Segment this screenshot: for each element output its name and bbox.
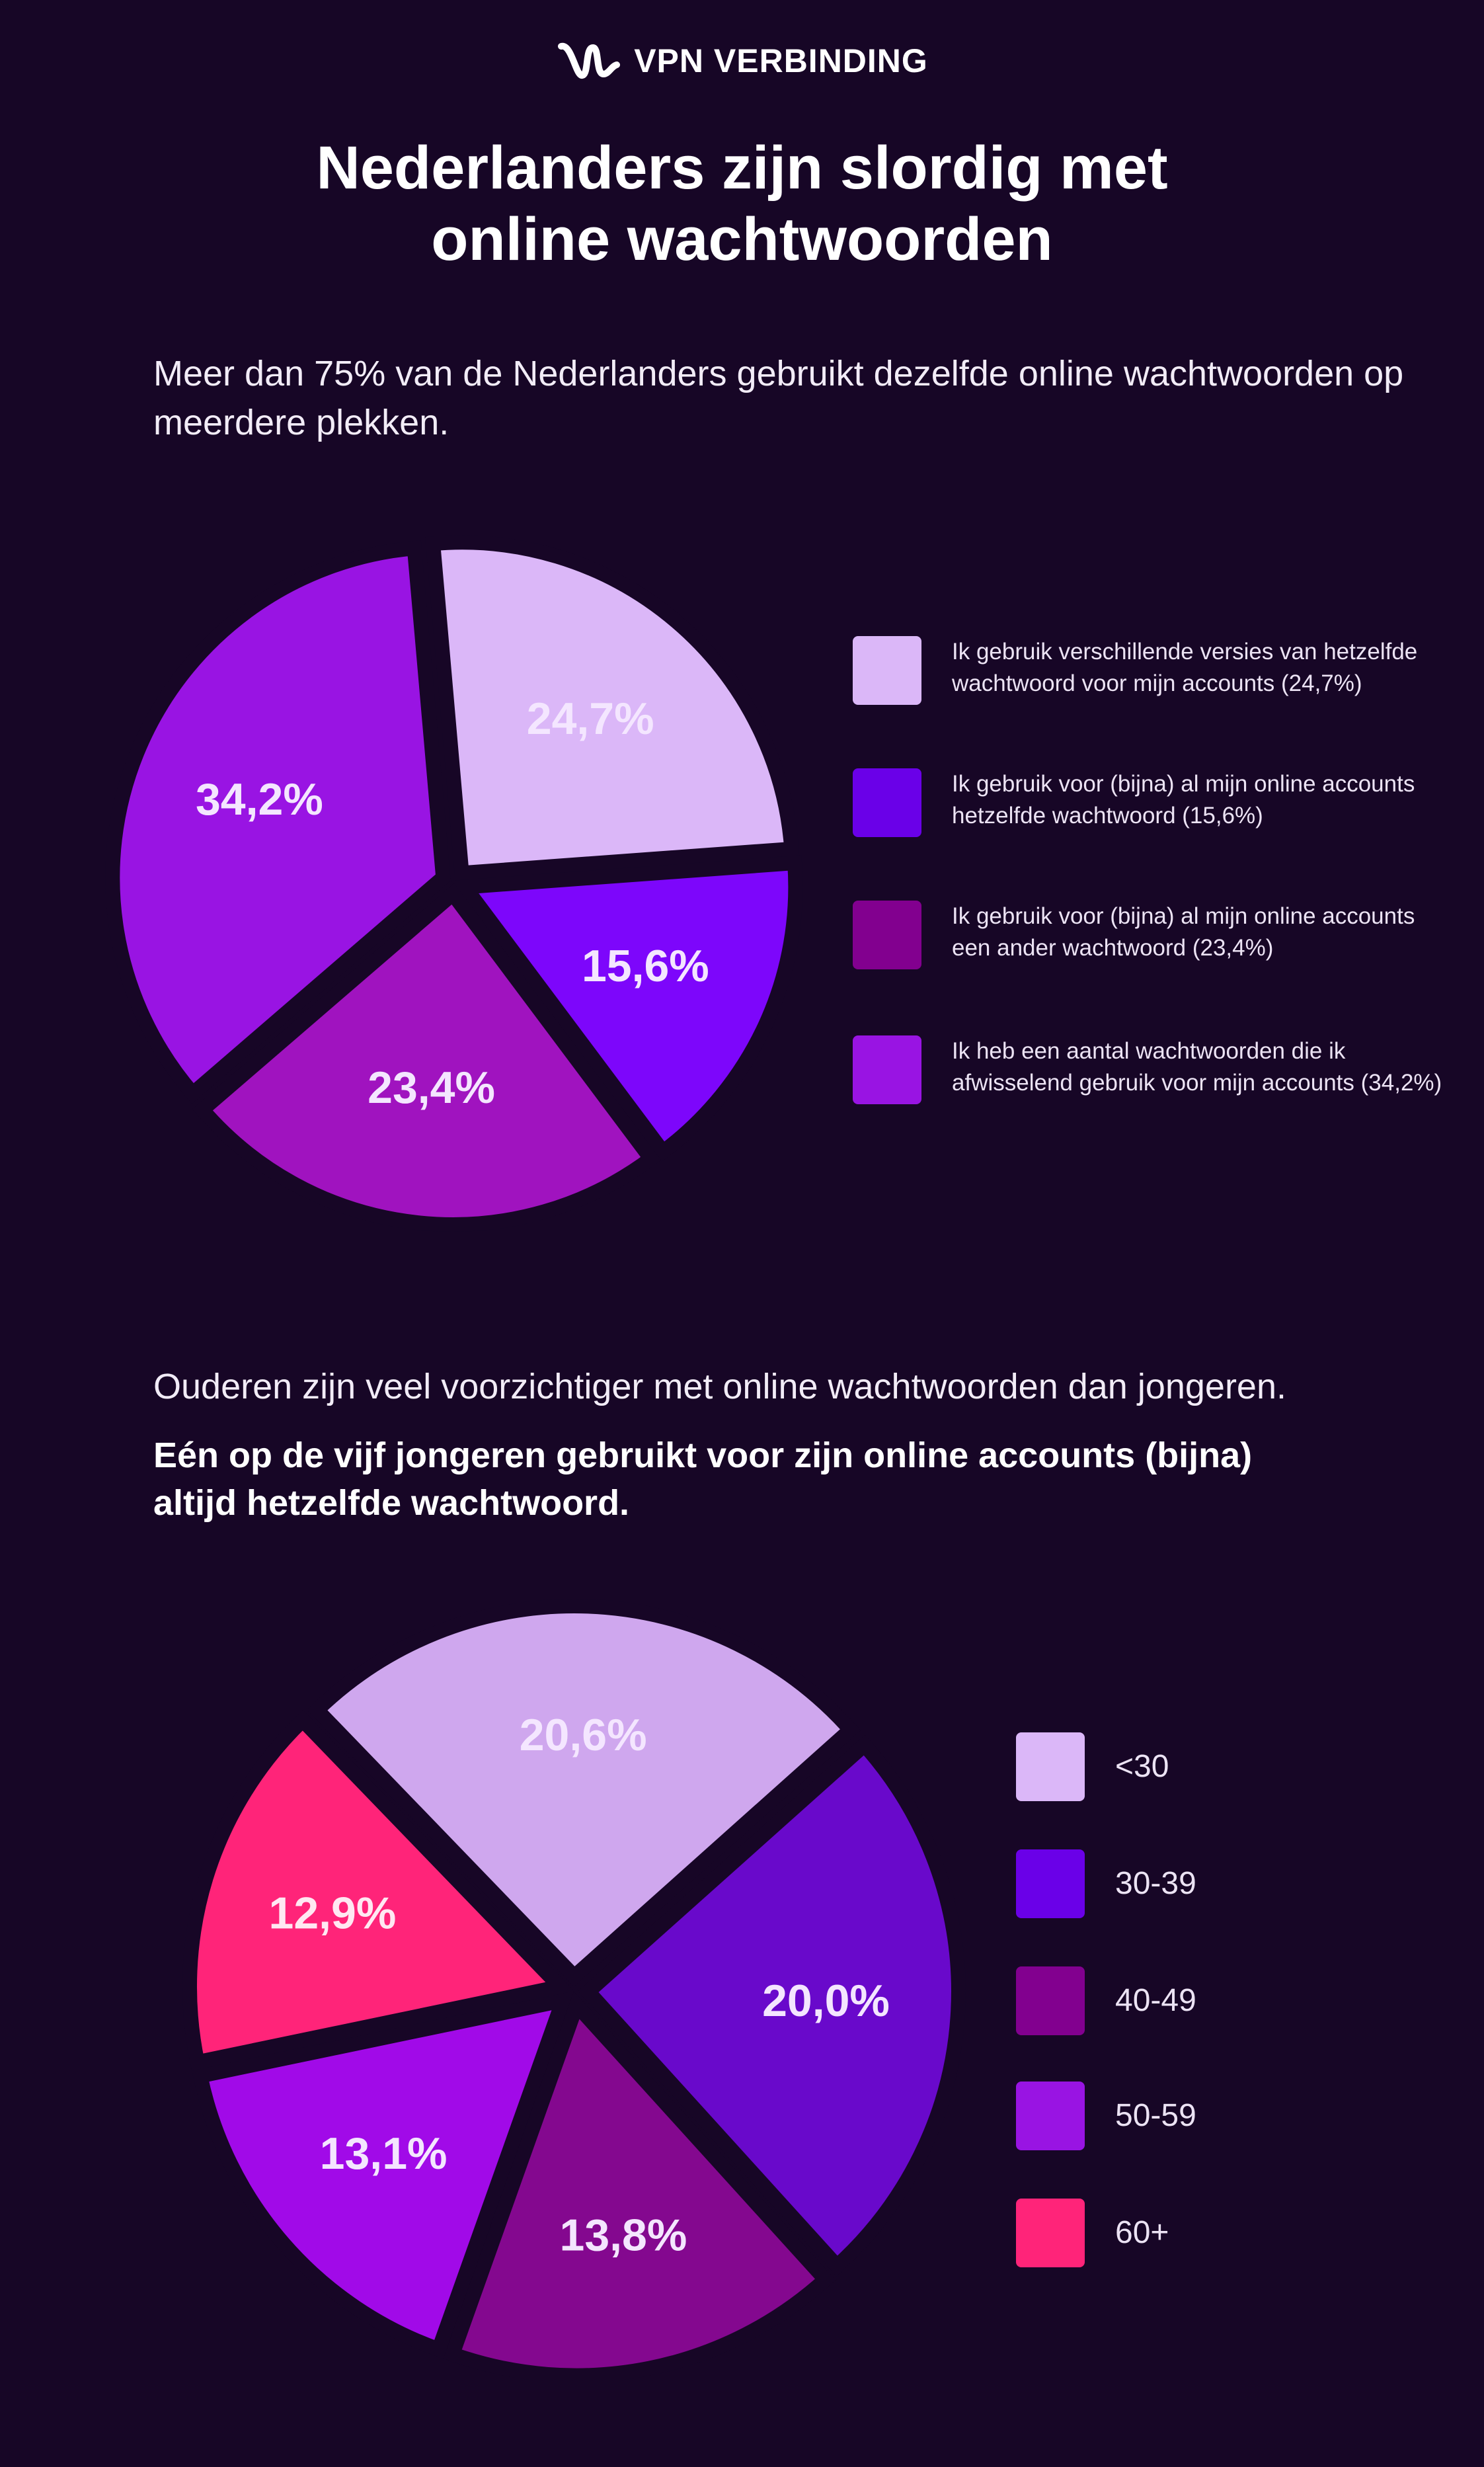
section2-text: Ouderen zijn veel voorzichtiger met onli…	[153, 1367, 1286, 1406]
legend-swatch	[1016, 1966, 1085, 2035]
pie-slice	[443, 1991, 836, 2380]
legend-item: <30	[1016, 1732, 1169, 1801]
slice-value-label: 12,9%	[269, 1888, 397, 1939]
legend-swatch	[1016, 2082, 1085, 2150]
page-title-line: Nederlanders zijn slordig met	[316, 134, 1168, 202]
slice-value-label: 24,7%	[527, 694, 654, 744]
pie-slice	[307, 1599, 861, 1987]
legend-label: 40-49	[1115, 1983, 1196, 2018]
pie-slice	[105, 540, 451, 1104]
legend-label: Ik heb een aantal wachtwoorden die ik af…	[952, 1038, 1442, 1096]
legend-label: Ik gebruik verschillende versies van het…	[952, 639, 1418, 696]
slice-value-label: 15,6%	[582, 941, 709, 991]
legend-swatch	[853, 1035, 921, 1104]
legend-label: <30	[1115, 1749, 1169, 1784]
vpn-logo-icon	[558, 43, 621, 79]
slice-value-label: 13,1%	[320, 2128, 448, 2179]
legend-item: 60+	[1016, 2199, 1169, 2267]
legend-item: 30-39	[1016, 1849, 1196, 1918]
legend-swatch	[853, 636, 921, 705]
pie-slice	[578, 1734, 966, 2277]
page-title: Nederlanders zijn slordig met online wac…	[0, 132, 1484, 275]
legend-label: 30-39	[1115, 1866, 1196, 1901]
pie-slice	[451, 855, 803, 1162]
slice-value-label: 20,0%	[762, 1976, 890, 2026]
brand-logo: VPN VERBINDING	[0, 41, 1484, 81]
legend-swatch	[1016, 2199, 1085, 2267]
slice-value-label: 13,8%	[560, 2210, 687, 2261]
intro-text: Meer dan 75% van de Nederlanders gebruik…	[153, 354, 1404, 442]
legend-label: Ik gebruik voor (bijna) al mijn online a…	[952, 771, 1415, 829]
pie-slice	[192, 883, 662, 1232]
legend-item: Ik gebruik voor (bijna) al mijn online a…	[853, 768, 1454, 837]
legend-swatch	[853, 901, 921, 969]
slice-value-label: 20,6%	[520, 1710, 647, 1760]
legend-item: Ik heb een aantal wachtwoorden die ik af…	[853, 1035, 1454, 1104]
legend-label: 60+	[1115, 2215, 1169, 2250]
section2-bold-text: Eén op de vijf jongeren gebruikt voor zi…	[153, 1436, 1253, 1523]
age-groups-pie-chart: 20,6% 20,0% 13,8% 13,1% 12,9%	[182, 1599, 966, 2380]
legend-item: 40-49	[1016, 1966, 1196, 2035]
legend-label: 50-59	[1115, 2098, 1196, 2133]
slice-value-label: 23,4%	[368, 1063, 495, 1113]
pie-slice	[182, 1710, 574, 2071]
legend-swatch	[1016, 1732, 1085, 1801]
slice-value-label: 34,2%	[196, 774, 323, 825]
pie-slice	[425, 535, 800, 881]
legend-item: Ik gebruik voor (bijna) al mijn online a…	[853, 901, 1454, 969]
pie-slice	[192, 1990, 574, 2359]
legend-label: Ik gebruik voor (bijna) al mijn online a…	[952, 903, 1415, 961]
brand-name: VPN VERBINDING	[634, 42, 928, 79]
page-title-line: online wachtwoorden	[431, 206, 1053, 273]
password-habits-pie-chart: 24,7% 15,6% 23,4% 34,2%	[105, 535, 803, 1232]
legend-swatch	[853, 768, 921, 837]
legend-item: 50-59	[1016, 2082, 1196, 2150]
legend-item: Ik gebruik verschillende versies van het…	[853, 636, 1454, 705]
legend-swatch	[1016, 1849, 1085, 1918]
